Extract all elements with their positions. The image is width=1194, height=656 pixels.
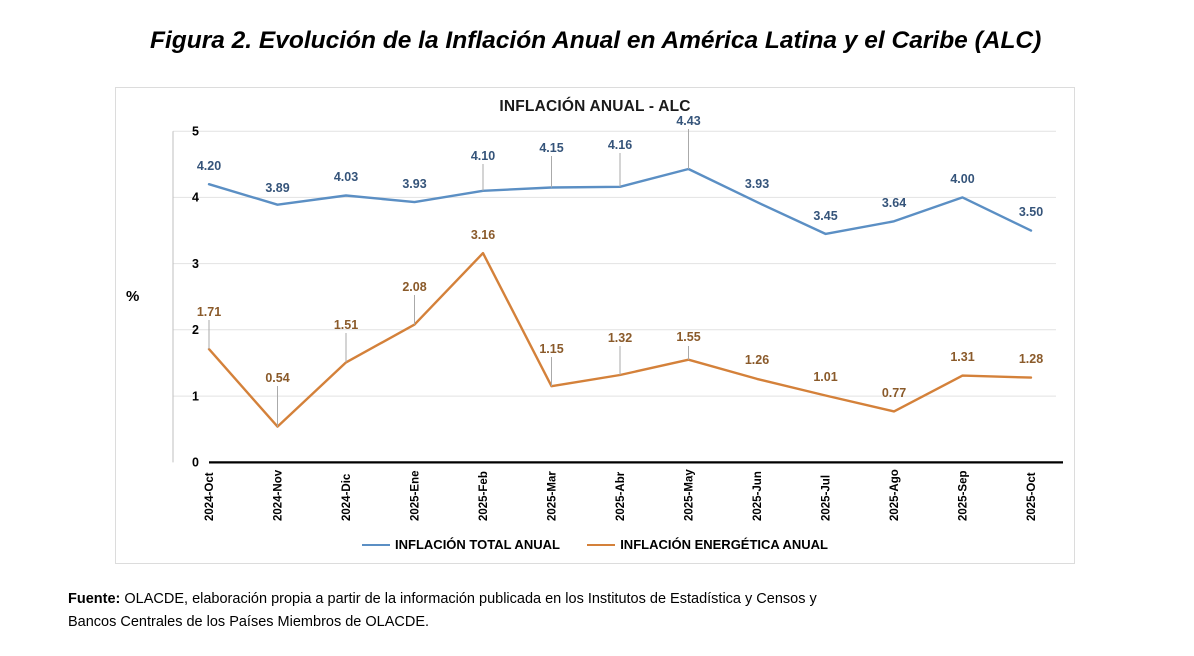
svg-text:2025-Abr: 2025-Abr (615, 471, 627, 521)
svg-text:1.01: 1.01 (813, 370, 837, 384)
svg-text:2025-Oct: 2025-Oct (1026, 472, 1038, 521)
svg-text:2025-Jun: 2025-Jun (752, 471, 764, 521)
svg-text:0.77: 0.77 (882, 386, 906, 400)
svg-text:4.15: 4.15 (539, 141, 563, 155)
svg-text:2: 2 (192, 323, 199, 337)
svg-text:2025-Jul: 2025-Jul (821, 475, 833, 521)
svg-text:4.16: 4.16 (608, 138, 632, 152)
svg-text:1.32: 1.32 (608, 331, 632, 345)
svg-text:1.71: 1.71 (197, 305, 221, 319)
svg-text:3.50: 3.50 (1019, 205, 1043, 219)
svg-text:3.89: 3.89 (265, 181, 289, 195)
svg-text:2024-Dic: 2024-Dic (341, 473, 353, 521)
svg-text:3.93: 3.93 (402, 177, 426, 191)
svg-text:2025-Feb: 2025-Feb (478, 471, 490, 521)
svg-text:1.26: 1.26 (745, 353, 769, 367)
svg-text:2025-Ene: 2025-Ene (410, 470, 422, 521)
svg-text:3.93: 3.93 (745, 177, 769, 191)
svg-text:2025-May: 2025-May (684, 469, 696, 521)
svg-text:1.31: 1.31 (950, 350, 974, 364)
svg-text:1.15: 1.15 (539, 342, 563, 356)
svg-text:4.43: 4.43 (676, 114, 700, 128)
svg-text:4.20: 4.20 (197, 159, 221, 173)
svg-text:2024-Nov: 2024-Nov (273, 469, 285, 521)
svg-text:3.64: 3.64 (882, 196, 906, 210)
svg-text:3.45: 3.45 (813, 209, 837, 223)
svg-text:2025-Sep: 2025-Sep (958, 470, 970, 521)
svg-text:2024-Oct: 2024-Oct (204, 472, 216, 521)
svg-text:4.10: 4.10 (471, 149, 495, 163)
svg-text:1.51: 1.51 (334, 318, 358, 332)
svg-text:4.00: 4.00 (950, 172, 974, 186)
svg-text:3.16: 3.16 (471, 228, 495, 242)
svg-text:4: 4 (192, 191, 199, 205)
svg-text:2025-Ago: 2025-Ago (889, 469, 901, 521)
svg-text:1: 1 (192, 389, 199, 403)
svg-text:3: 3 (192, 257, 199, 271)
svg-text:0.54: 0.54 (265, 371, 289, 385)
svg-text:2025-Mar: 2025-Mar (547, 471, 559, 521)
svg-text:5: 5 (192, 125, 199, 139)
svg-text:1.28: 1.28 (1019, 352, 1043, 366)
svg-text:2.08: 2.08 (402, 280, 426, 294)
svg-text:4.03: 4.03 (334, 170, 358, 184)
svg-text:1.55: 1.55 (676, 330, 700, 344)
